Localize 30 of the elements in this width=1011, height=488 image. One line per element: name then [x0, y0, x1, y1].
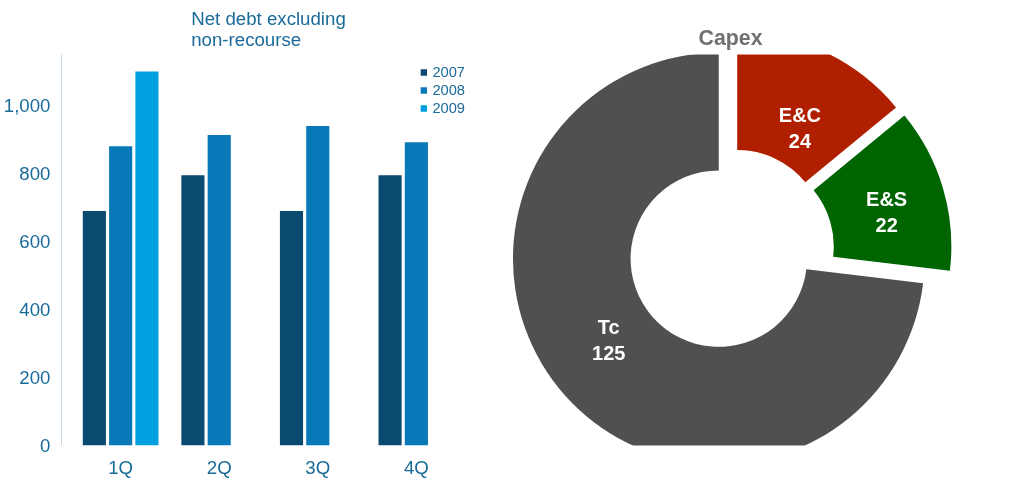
legend-label: 2007 [432, 64, 465, 80]
data-label: 24 [788, 129, 812, 152]
bar [378, 175, 402, 446]
legend-label: 2008 [432, 82, 465, 98]
slice-label: Tc [597, 315, 620, 338]
y-tick-label: 800 [19, 163, 51, 184]
x-tick-label: 2Q [206, 456, 232, 478]
bar [82, 210, 106, 446]
slice-label: E&C [778, 103, 822, 126]
x-tick-label: 4Q [403, 456, 429, 478]
y-tick-label: 0 [40, 435, 51, 456]
chart-title: Capex [698, 25, 763, 50]
bar [404, 142, 428, 446]
y-tick-label: 400 [19, 299, 51, 320]
data-label: 125 [592, 341, 626, 364]
x-tick-label: 1Q [108, 456, 134, 478]
bar [109, 146, 133, 446]
legend-label: 2009 [432, 100, 465, 116]
chart-title: Net debt excluding non-recourse [191, 7, 346, 50]
bar [306, 125, 330, 446]
slice-label: E&S [866, 187, 908, 210]
y-tick-label: 200 [19, 367, 51, 388]
bar [279, 210, 304, 446]
y-tick-label: 600 [19, 231, 51, 252]
y-tick-label: 1,000 [3, 95, 51, 116]
x-tick-label: 3Q [305, 456, 331, 478]
bar [207, 135, 231, 446]
bar [135, 71, 159, 446]
bar [181, 175, 205, 446]
data-label: 22 [875, 214, 898, 237]
